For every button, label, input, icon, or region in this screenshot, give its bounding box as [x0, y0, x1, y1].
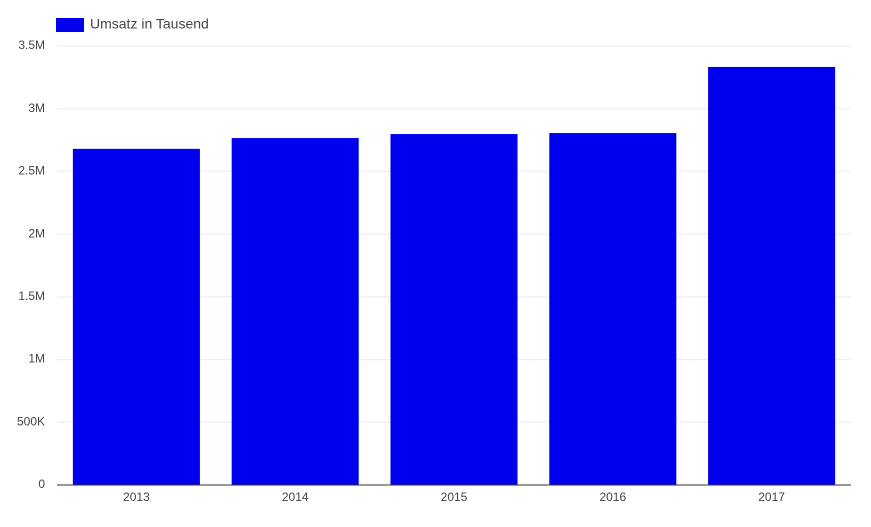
- y-tick-label: 1M: [28, 352, 45, 366]
- bar: [390, 134, 518, 486]
- y-tick-label: 1.5M: [18, 289, 45, 303]
- bar: [72, 148, 200, 485]
- y-tick-label: 3M: [28, 101, 45, 115]
- x-tick-label: 2016: [599, 490, 626, 504]
- bar: [549, 133, 677, 485]
- bar: [708, 66, 836, 486]
- y-tick-label: 500K: [17, 414, 45, 428]
- y-tick-label: 2M: [28, 226, 45, 240]
- legend-swatch: [56, 18, 84, 32]
- bar: [231, 138, 359, 485]
- y-tick-label: 0: [38, 477, 45, 491]
- x-tick-label: 2014: [282, 490, 309, 504]
- x-tick-label: 2015: [441, 490, 468, 504]
- x-tick-label: 2017: [758, 490, 785, 504]
- x-tick-label: 2013: [123, 490, 150, 504]
- y-tick-label: 2.5M: [18, 164, 45, 178]
- legend-label: Umsatz in Tausend: [90, 16, 209, 32]
- y-tick-label: 3.5M: [18, 38, 45, 52]
